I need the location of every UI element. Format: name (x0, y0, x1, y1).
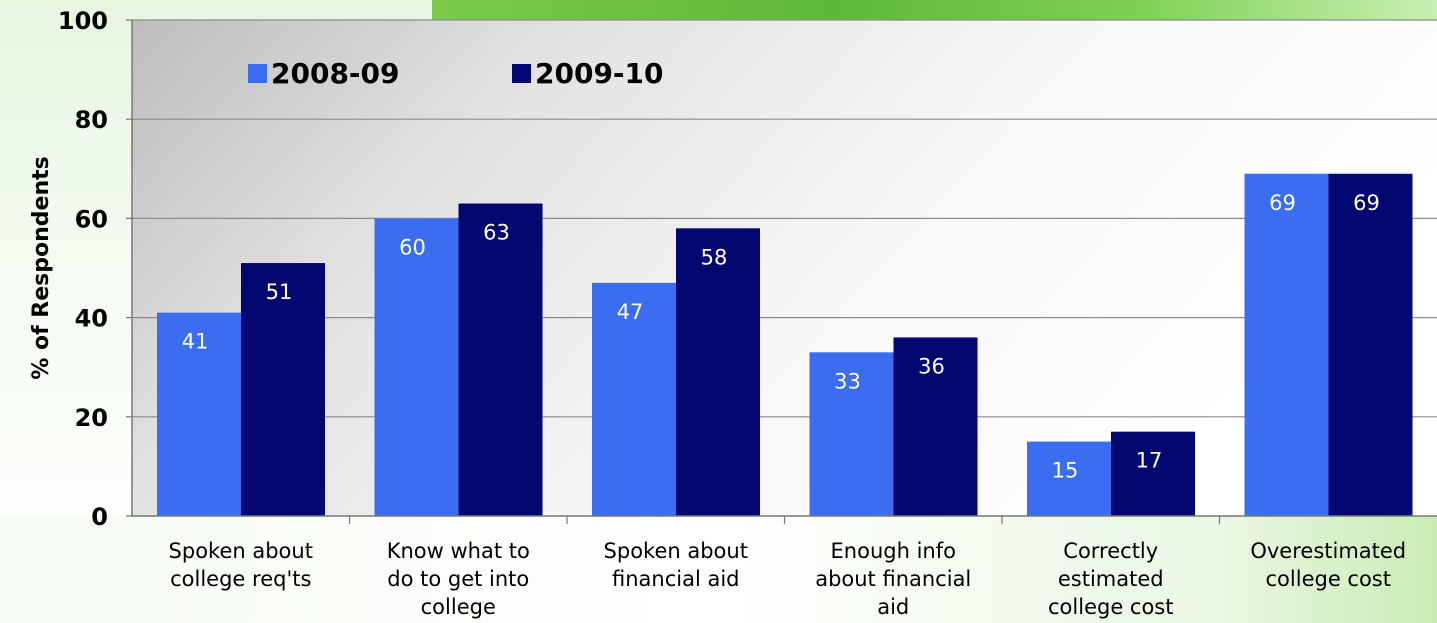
x-category-label: do to get into (387, 567, 529, 591)
gridlines (132, 19, 1437, 418)
data-label: 69 (1269, 191, 1296, 215)
plot-area (132, 20, 1437, 516)
x-category-label: Overestimated (1250, 539, 1406, 563)
data-label: 69 (1353, 191, 1380, 215)
x-category-label: estimated (1058, 567, 1164, 591)
x-category-label: college (421, 595, 496, 619)
bar-2008-09 (1244, 173, 1329, 516)
data-label: 51 (266, 280, 293, 304)
data-label: 47 (617, 300, 644, 324)
bar-2008-09 (374, 218, 459, 516)
y-tick-label: 60 (75, 205, 108, 233)
legend-label: 2008-09 (271, 57, 400, 90)
x-category-label: Spoken about (169, 539, 313, 563)
data-label: 36 (918, 354, 945, 378)
y-axis-title: % of Respondents (29, 156, 54, 379)
bar-2009-10 (1328, 173, 1413, 516)
x-category-label: financial aid (612, 567, 740, 591)
x-category-label: Spoken about (604, 539, 748, 563)
x-category-label: Enough info (831, 539, 956, 563)
x-category-label: college req'ts (170, 567, 311, 591)
bar-2009-10 (458, 203, 543, 516)
bar-2009-10 (1111, 431, 1195, 516)
legend-label: 2009-10 (535, 57, 664, 90)
data-label: 63 (483, 221, 510, 245)
data-label: 41 (182, 330, 209, 354)
y-tick-label: 100 (58, 7, 108, 35)
x-category-label: Correctly (1063, 539, 1158, 563)
data-label: 60 (399, 235, 426, 259)
y-tick-label: 80 (75, 106, 108, 134)
bars (157, 173, 1413, 516)
y-tick-label: 40 (75, 305, 108, 333)
y-tick-label: 20 (75, 404, 108, 432)
legend-swatch (248, 64, 267, 83)
y-tick-label: 0 (91, 503, 108, 531)
bar-2009-10 (893, 337, 978, 516)
bar-2009-10 (241, 263, 325, 516)
bar-2008-09 (809, 352, 894, 516)
bar-2008-09 (157, 312, 241, 516)
x-category-label: college cost (1048, 595, 1173, 619)
legend-swatch (512, 64, 531, 83)
bar-2009-10 (676, 228, 760, 516)
x-category-label: college cost (1266, 567, 1391, 591)
x-category-label: about financial (815, 567, 971, 591)
x-category-label: Know what to (387, 539, 530, 563)
x-category-label: aid (877, 595, 909, 619)
data-label: 15 (1052, 459, 1079, 483)
data-labels: 41 51 60 63 47 58 33 36 15 17 69 69 (182, 191, 1380, 483)
data-label: 33 (834, 369, 861, 393)
data-label: 58 (701, 245, 728, 269)
bar-2008-09 (592, 282, 676, 516)
legend: 2008-09 2009-10 (248, 57, 664, 90)
bar-2008-09 (1027, 441, 1111, 516)
background-bottom-strip (0, 516, 1437, 623)
axes: 0 20 40 60 80 100 % of Respondents Spoken about… (29, 7, 1437, 619)
data-label: 17 (1136, 449, 1163, 473)
